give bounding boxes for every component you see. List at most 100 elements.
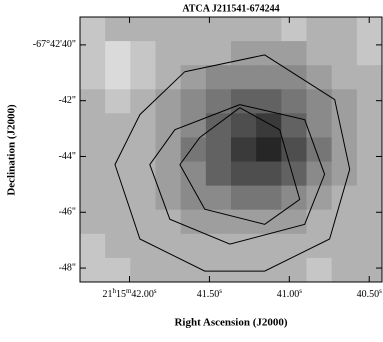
pixel	[281, 89, 307, 114]
pixel	[181, 234, 207, 259]
y-tick-label: -44"	[59, 151, 76, 162]
pixel	[80, 89, 106, 114]
x-axis-label: Right Ascension (J2000)	[174, 317, 287, 329]
pixel	[80, 162, 106, 187]
pixel	[281, 234, 307, 259]
pixel	[357, 65, 383, 90]
pixel	[105, 258, 131, 283]
pixel	[130, 162, 156, 187]
pixel	[307, 89, 333, 114]
pixel	[332, 41, 358, 66]
pixel	[231, 65, 257, 90]
pixel	[256, 41, 282, 66]
pixel	[80, 113, 106, 138]
pixel	[156, 113, 182, 138]
pixel	[231, 17, 257, 42]
pixel	[156, 89, 182, 114]
pixel	[307, 41, 333, 66]
pixel	[80, 137, 106, 162]
pixel	[206, 65, 232, 90]
pixel	[307, 162, 333, 187]
pixel	[281, 258, 307, 283]
pixel	[231, 186, 257, 211]
pixel	[357, 137, 383, 162]
pixel	[231, 258, 257, 283]
pixel	[281, 65, 307, 90]
chart: ATCA J211541-674244 Right Ascension (J20…	[0, 0, 383, 337]
chart-title: ATCA J211541-674244	[182, 3, 279, 14]
pixel	[156, 258, 182, 283]
pixel	[256, 89, 282, 114]
pixel	[332, 234, 358, 259]
pixel	[307, 234, 333, 259]
pixel	[256, 234, 282, 259]
pixel	[332, 137, 358, 162]
pixel	[332, 65, 358, 90]
pixel	[156, 234, 182, 259]
pixel	[281, 17, 307, 42]
pixel	[357, 234, 383, 259]
pixel	[181, 41, 207, 66]
pixel	[130, 258, 156, 283]
pixel	[332, 258, 358, 283]
pixel	[231, 41, 257, 66]
pixel	[156, 137, 182, 162]
pixel	[307, 186, 333, 211]
pixel	[357, 89, 383, 114]
pixel	[80, 234, 106, 259]
pixel	[206, 162, 232, 187]
pixel	[130, 65, 156, 90]
pixel	[307, 137, 333, 162]
pixel	[181, 89, 207, 114]
pixel	[80, 258, 106, 283]
pixel	[130, 89, 156, 114]
pixel	[181, 65, 207, 90]
pixel	[307, 17, 333, 42]
pixel	[80, 186, 106, 211]
pixel	[281, 186, 307, 211]
pixel	[332, 113, 358, 138]
pixel	[332, 210, 358, 235]
pixel	[231, 210, 257, 235]
y-tick-label: -67°42'40"	[33, 39, 76, 50]
pixel	[256, 113, 282, 138]
pixel	[231, 113, 257, 138]
x-tick-label: 21h15m42.00s	[102, 287, 156, 301]
pixel	[332, 186, 358, 211]
y-tick-label: -46"	[59, 207, 76, 218]
x-tick-label: 41.50s	[197, 287, 223, 301]
pixel	[281, 162, 307, 187]
pixel	[256, 65, 282, 90]
pixel	[256, 210, 282, 235]
pixel	[105, 210, 131, 235]
pixel	[156, 162, 182, 187]
pixel	[332, 162, 358, 187]
pixel	[181, 210, 207, 235]
pixel	[206, 234, 232, 259]
pixel	[256, 186, 282, 211]
pixel	[105, 41, 131, 66]
pixel	[80, 210, 106, 235]
pixel	[357, 210, 383, 235]
pixel	[231, 234, 257, 259]
pixel	[156, 65, 182, 90]
pixel	[130, 234, 156, 259]
pixel	[357, 162, 383, 187]
pixel	[332, 17, 358, 42]
pixel	[256, 258, 282, 283]
pixel	[281, 41, 307, 66]
pixel	[130, 186, 156, 211]
pixel	[156, 41, 182, 66]
pixel	[181, 17, 207, 42]
pixel	[130, 17, 156, 42]
pixel	[105, 65, 131, 90]
page: ATCA J211541-674244 Right Ascension (J20…	[0, 0, 383, 342]
pixel	[105, 234, 131, 259]
pixel	[256, 162, 282, 187]
pixel	[80, 65, 106, 90]
pixel	[130, 41, 156, 66]
pixel	[206, 210, 232, 235]
pixel	[231, 162, 257, 187]
pixel	[307, 65, 333, 90]
x-tick-label: 40.50s	[357, 287, 383, 301]
